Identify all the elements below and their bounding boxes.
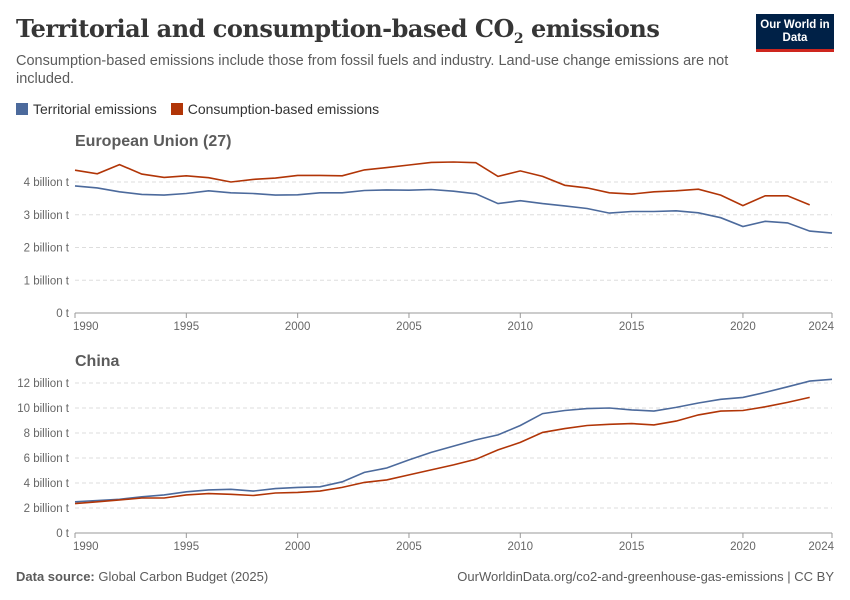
legend-label: Consumption-based emissions bbox=[187, 101, 380, 117]
y-tick-label: 0 t bbox=[56, 528, 70, 540]
x-tick-label: 1995 bbox=[174, 321, 200, 333]
x-tick-label: 2020 bbox=[730, 541, 756, 553]
series-line-consumption[interactable] bbox=[74, 161, 811, 207]
legend: Territorial emissions Consumption-based … bbox=[16, 101, 379, 117]
x-tick-label: 2024 bbox=[808, 541, 834, 553]
legend-swatch bbox=[170, 103, 183, 115]
panel-0: European Union (27) 0 t 1 billion t 2 billi… bbox=[24, 133, 835, 333]
panel-title: European Union (27) bbox=[75, 133, 231, 150]
y-tick-label: 2 billion t bbox=[24, 243, 70, 255]
x-tick-label: 1990 bbox=[73, 321, 99, 333]
legend-label: Territorial emissions bbox=[33, 101, 157, 117]
y-tick-label: 8 billion t bbox=[24, 428, 70, 440]
y-tick-label: 3 billion t bbox=[24, 210, 70, 222]
chart-title: Territorial and consumption-based CO2 em… bbox=[16, 14, 660, 47]
panel-title: China bbox=[75, 353, 120, 370]
y-tick-label: 12 billion t bbox=[17, 378, 70, 390]
y-tick-label: 6 billion t bbox=[24, 453, 70, 465]
panel-1: China 0 t 2 billion t 4 billion t 6 billion … bbox=[17, 353, 834, 553]
legend-item-territorial[interactable]: Territorial emissions bbox=[16, 101, 157, 117]
y-tick-label: 10 billion t bbox=[17, 403, 70, 415]
x-tick-label: 2015 bbox=[619, 541, 645, 553]
y-tick-label: 2 billion t bbox=[24, 503, 70, 515]
x-tick-label: 2010 bbox=[507, 541, 533, 553]
x-tick-label: 2020 bbox=[730, 321, 756, 333]
series-line-territorial[interactable] bbox=[74, 185, 833, 234]
x-tick-label: 1990 bbox=[73, 541, 99, 553]
x-tick-label: 2000 bbox=[285, 321, 311, 333]
x-tick-label: 2024 bbox=[808, 321, 834, 333]
x-tick-label: 2005 bbox=[396, 541, 422, 553]
data-source: Data source: Global Carbon Budget (2025) bbox=[16, 569, 269, 584]
y-tick-label: 4 billion t bbox=[24, 177, 70, 189]
footer-url[interactable]: OurWorldinData.org/co2-and-greenhouse-ga… bbox=[457, 569, 834, 584]
chart-subtitle: Consumption-based emissions include thos… bbox=[16, 53, 729, 87]
x-tick-label: 2015 bbox=[619, 321, 645, 333]
y-tick-label: 4 billion t bbox=[24, 478, 70, 490]
y-tick-label: 0 t bbox=[56, 308, 70, 320]
series-line-territorial[interactable] bbox=[74, 378, 833, 503]
series-line-consumption[interactable] bbox=[74, 396, 810, 505]
x-tick-label: 2010 bbox=[507, 321, 533, 333]
legend-item-consumption[interactable]: Consumption-based emissions bbox=[170, 101, 380, 117]
x-tick-label: 1995 bbox=[174, 541, 200, 553]
y-tick-label: 1 billion t bbox=[24, 275, 70, 287]
owid-logo[interactable]: Our World in Data bbox=[756, 14, 834, 52]
x-tick-label: 2000 bbox=[285, 541, 311, 553]
x-tick-label: 2005 bbox=[396, 321, 422, 333]
legend-swatch bbox=[16, 103, 28, 115]
